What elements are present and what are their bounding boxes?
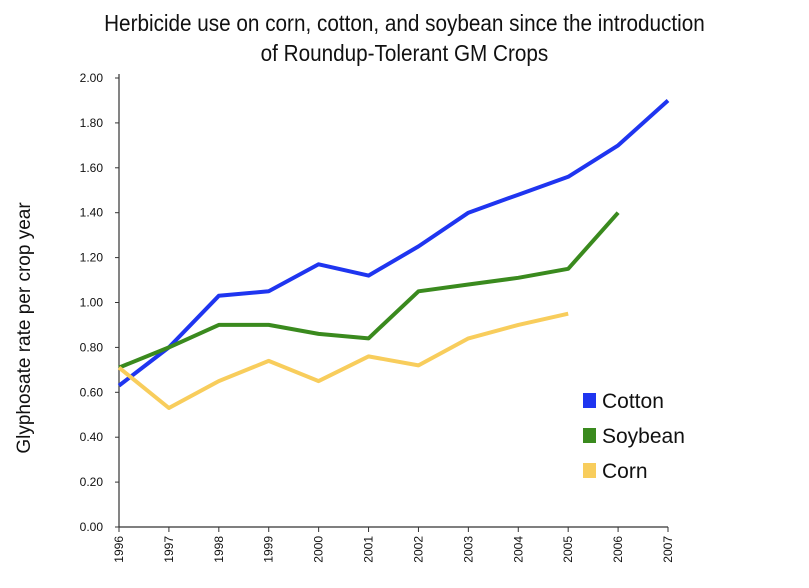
chart-axes: 0.00 0.20 0.40 0.60 0.80 1.00 1.20 1.40 1.60 1.80…: [80, 71, 675, 563]
y-tick-label: 1.20: [80, 251, 104, 265]
series-layer: [117, 99, 670, 410]
x-tick-label: 2005: [561, 536, 575, 563]
y-tick-label: 2.00: [80, 71, 104, 85]
chart-title-line-1: Herbicide use on corn, cotton, and soybe…: [104, 10, 705, 36]
y-tick-label: 0.60: [80, 385, 104, 399]
y-tick-label: 0.20: [80, 475, 104, 489]
series-line-cotton: [117, 99, 670, 388]
chart-legend: Cotton Soybean Corn: [583, 390, 685, 483]
x-tick-label: 1996: [112, 536, 126, 563]
legend-swatch-soybean: [583, 428, 596, 443]
series-line-corn: [117, 311, 569, 410]
x-tick-label: 2007: [661, 536, 675, 563]
x-tick-label: 2002: [411, 536, 425, 563]
x-tick-label: 2004: [511, 536, 525, 563]
legend-label-soybean: Soybean: [602, 425, 685, 448]
y-tick-label: 1.00: [80, 296, 104, 310]
x-tick-label: 1997: [162, 536, 176, 563]
x-tick-label: 2003: [461, 536, 475, 563]
y-tick-label: 1.60: [80, 161, 104, 175]
chart-title: Herbicide use on corn, cotton, and soybe…: [40, 8, 768, 68]
chart-title-line-2: of Roundup-Tolerant GM Crops: [260, 40, 549, 66]
x-tick-label: 1998: [212, 536, 226, 563]
y-tick-label: 0.00: [80, 520, 104, 534]
y-tick-label: 1.80: [80, 116, 104, 130]
x-tick-label: 2000: [312, 536, 326, 563]
series-line-soybean: [118, 211, 620, 370]
legend-label-cotton: Cotton: [602, 390, 664, 413]
legend-swatch-cotton: [583, 393, 596, 408]
y-axis-label: Glyphosate rate per crop year: [14, 202, 35, 454]
x-tick-label: 2006: [611, 536, 625, 563]
y-tick-label: 0.80: [80, 340, 104, 354]
y-tick-label: 0.40: [80, 430, 104, 444]
legend-swatch-corn: [583, 463, 596, 478]
legend-label-corn: Corn: [602, 460, 648, 483]
y-tick-label: 1.40: [80, 206, 104, 220]
x-tick-label: 2001: [362, 536, 376, 563]
x-tick-label: 1999: [262, 536, 276, 563]
